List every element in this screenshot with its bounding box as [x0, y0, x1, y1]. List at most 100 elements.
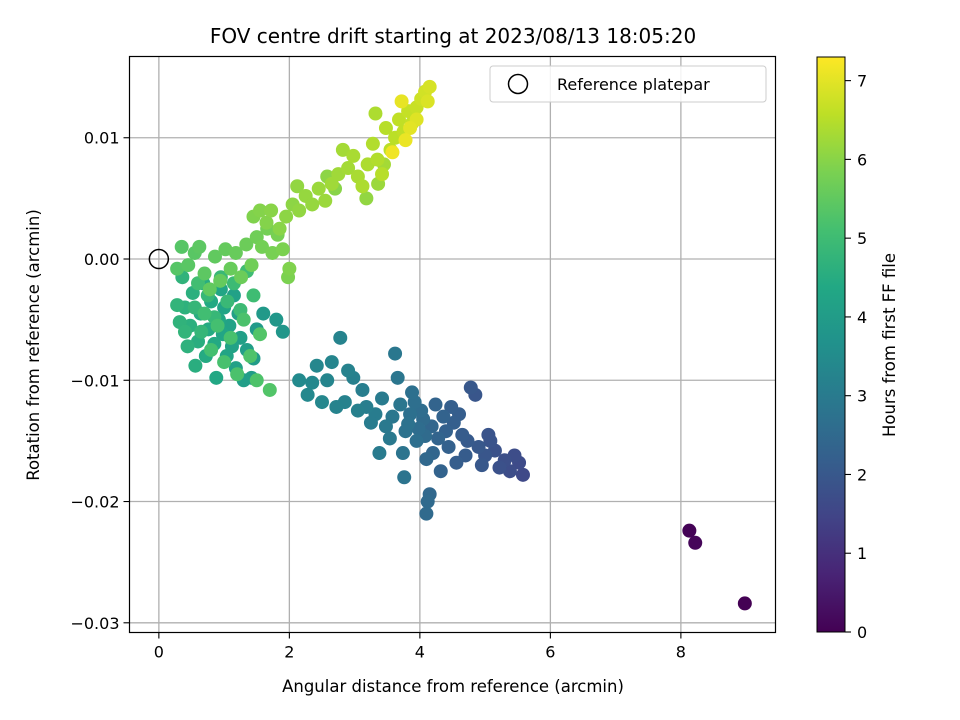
data-point	[243, 349, 258, 364]
data-point	[254, 239, 269, 254]
data-point	[170, 298, 185, 313]
data-point	[346, 148, 361, 163]
data-point	[419, 452, 434, 467]
data-point	[188, 358, 203, 373]
data-point	[385, 145, 400, 160]
data-point	[230, 367, 245, 382]
data-point	[249, 373, 264, 388]
x-tick-label: 4	[415, 643, 425, 662]
data-point	[431, 431, 446, 446]
data-point	[378, 419, 393, 434]
data-point	[474, 458, 489, 473]
data-point	[335, 142, 350, 157]
data-point	[363, 415, 378, 430]
data-point	[220, 294, 235, 309]
data-point	[275, 242, 290, 257]
data-point	[420, 94, 435, 109]
data-point	[515, 467, 530, 482]
data-point	[210, 318, 225, 333]
data-point	[174, 239, 189, 254]
reference-marker-layer	[148, 248, 170, 270]
data-point	[292, 203, 307, 218]
data-point	[398, 424, 413, 439]
data-point	[341, 161, 356, 176]
data-point	[300, 387, 315, 402]
chart-title: FOV centre drift starting at 2023/08/13 …	[210, 24, 696, 48]
data-point	[355, 382, 370, 397]
data-point	[314, 395, 329, 410]
grid-lines	[129, 56, 776, 633]
data-point	[419, 506, 434, 521]
x-tick-label: 6	[545, 643, 555, 662]
colorbar-tick-label: 0	[857, 623, 867, 642]
data-point	[737, 596, 752, 611]
data-point	[471, 439, 486, 454]
reference-platepar-marker	[148, 248, 170, 270]
data-point	[449, 455, 464, 470]
x-tick-label: 8	[676, 643, 686, 662]
y-axis-ticks: −0.03 −0.02 −0.01 0.00 0.01	[70, 129, 130, 633]
data-point	[228, 245, 243, 260]
data-point	[181, 258, 196, 273]
data-point	[180, 339, 195, 354]
data-point	[305, 375, 320, 390]
data-point	[368, 106, 383, 121]
data-point	[411, 421, 426, 436]
data-point	[311, 181, 326, 196]
data-point	[391, 112, 406, 127]
y-axis-title: Rotation from reference (arcmin)	[24, 209, 43, 481]
colorbar-tick-label: 7	[857, 72, 867, 91]
data-point	[244, 258, 259, 273]
data-point	[269, 312, 284, 327]
data-point	[409, 433, 424, 448]
data-point	[239, 237, 254, 252]
data-point	[405, 385, 420, 400]
data-point	[217, 355, 232, 370]
data-point	[309, 358, 324, 373]
data-point	[341, 363, 356, 378]
data-point	[262, 382, 277, 397]
data-point	[378, 121, 393, 136]
data-point	[275, 324, 290, 339]
legend-reference-marker	[507, 73, 529, 95]
x-axis-ticks: 0 2 4 6 8	[154, 632, 686, 662]
data-points	[170, 79, 752, 611]
data-point	[382, 431, 397, 446]
data-point	[329, 399, 344, 414]
data-point	[246, 288, 261, 303]
data-point	[177, 324, 192, 339]
data-point	[333, 330, 348, 345]
y-tick-label: −0.01	[70, 371, 119, 390]
x-tick-label: 0	[154, 643, 164, 662]
data-point	[355, 179, 370, 194]
colorbar-gradient	[816, 56, 846, 633]
data-point	[192, 239, 207, 254]
data-point	[197, 266, 212, 281]
data-point	[682, 523, 697, 538]
data-point	[433, 464, 448, 479]
data-point	[688, 535, 703, 550]
legend-entry-label: Reference platepar	[557, 75, 710, 94]
colorbar-ticks: 0 1 2 3 4 5 6 7	[845, 72, 867, 642]
plot-area-frame	[128, 55, 777, 634]
data-point	[213, 273, 228, 288]
data-point	[209, 370, 224, 385]
data-point	[223, 330, 238, 345]
data-point	[463, 380, 478, 395]
colorbar-tick-label: 2	[857, 465, 867, 484]
colorbar-tick-label: 6	[857, 150, 867, 169]
data-point	[256, 306, 271, 321]
data-point	[422, 79, 437, 94]
data-point	[234, 270, 249, 285]
data-point	[223, 261, 238, 276]
data-point	[202, 282, 217, 297]
data-point	[393, 397, 408, 412]
y-tick-label: 0.01	[84, 129, 120, 148]
y-tick-label: −0.03	[70, 614, 119, 633]
data-point	[305, 197, 320, 212]
data-point	[492, 460, 507, 475]
data-point	[370, 152, 385, 167]
colorbar-tick-label: 5	[857, 229, 867, 248]
data-point	[207, 249, 222, 264]
